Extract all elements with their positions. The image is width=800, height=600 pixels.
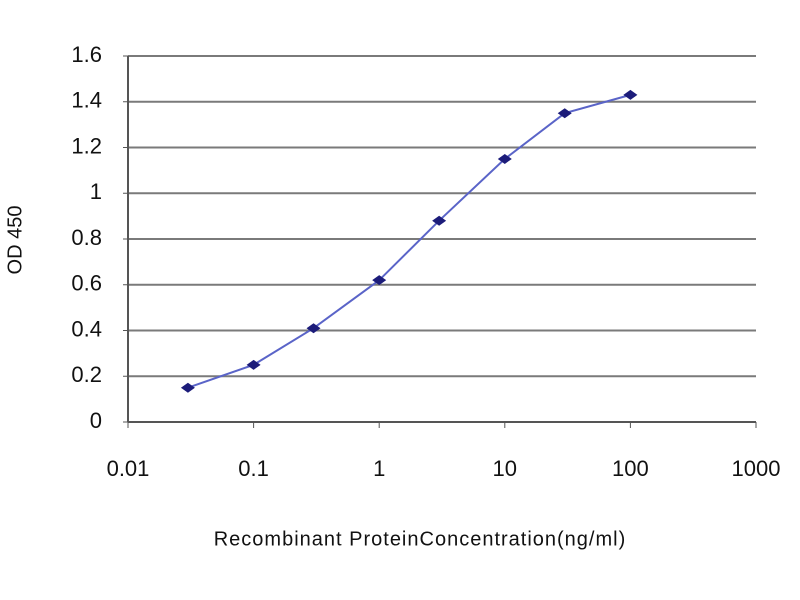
y-tick-label: 0.4: [71, 316, 102, 341]
y-tick-label: 0.8: [71, 225, 102, 250]
data-point: [180, 382, 195, 393]
y-tick-label: 0: [90, 408, 102, 433]
y-tick-label: 1.4: [71, 88, 102, 113]
y-tick-label: 1: [90, 179, 102, 204]
data-point: [306, 323, 321, 334]
data-point: [497, 153, 512, 164]
x-tick-label: 1: [373, 456, 385, 481]
x-tick-label: 0.01: [107, 456, 150, 481]
y-tick-label: 0.2: [71, 362, 102, 387]
data-point: [432, 215, 447, 226]
data-point: [623, 89, 638, 100]
y-tick-label: 1.6: [71, 42, 102, 67]
data-line: [187, 93, 631, 389]
y-tick-label: 1.2: [71, 133, 102, 158]
data-point: [246, 359, 261, 370]
x-tick-label: 0.1: [238, 456, 269, 481]
data-point: [557, 108, 572, 119]
x-tick-label: 100: [612, 456, 649, 481]
x-tick-label: 1000: [732, 456, 781, 481]
x-axis-label: Recombinant ProteinConcentration(ng/ml): [214, 528, 627, 550]
data-point: [372, 275, 387, 286]
x-tick-label: 10: [493, 456, 517, 481]
y-tick-label: 0.6: [71, 271, 102, 296]
y-axis-label: OD 450: [4, 206, 26, 275]
